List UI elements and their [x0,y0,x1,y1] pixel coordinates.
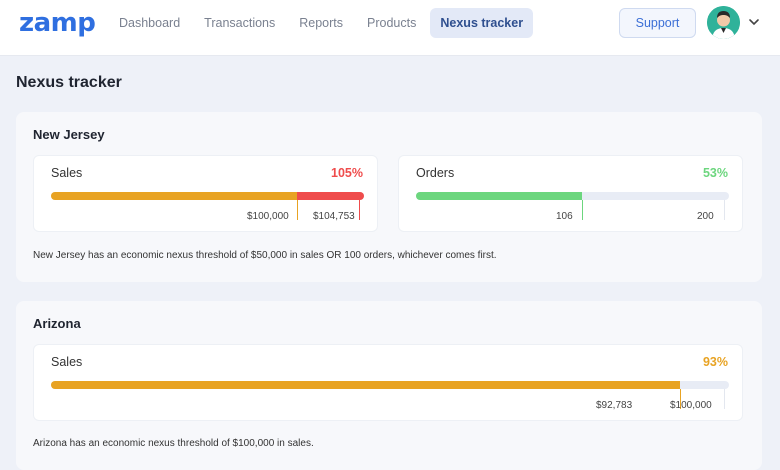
current-marker [359,200,360,220]
state-title: Arizona [33,316,81,331]
progress-fill-under-threshold [51,192,297,200]
metric-label: Sales [51,166,83,180]
nav-nexus-tracker[interactable]: Nexus tracker [430,8,534,38]
current-value: $92,783 [596,400,633,411]
threshold-marker [297,200,298,220]
orders-progress-bar [416,192,729,200]
current-value: $104,753 [313,211,355,222]
current-value: 106 [556,211,573,222]
page-title: Nexus tracker [16,74,122,91]
sales-progress-bar [51,381,729,389]
nav-transactions[interactable]: Transactions [204,16,276,30]
state-title: New Jersey [33,127,105,142]
nexus-note: New Jersey has an economic nexus thresho… [33,250,497,261]
sales-metric: Sales 93% $92,783 $100,000 [33,344,743,421]
sales-progress-bar [51,192,364,200]
sales-percent: 93% [702,355,728,369]
main-nav: Dashboard Transactions Reports Products … [109,8,534,38]
state-card-new-jersey: New Jersey Sales 105% $100,000 $104,753 … [16,112,762,282]
nav-reports[interactable]: Reports [299,16,344,30]
support-button[interactable]: Support [619,8,696,38]
max-value: 200 [697,211,714,222]
current-marker [582,200,583,220]
progress-fill [416,192,582,200]
progress-fill [51,381,680,389]
progress-fill-over-threshold [297,192,364,200]
state-card-arizona: Arizona Sales 93% $92,783 $100,000 Arizo… [16,301,762,470]
sales-percent: 105% [331,166,363,180]
nav-dashboard[interactable]: Dashboard [119,16,181,30]
chevron-down-icon[interactable] [748,15,760,27]
orders-metric: Orders 53% 106 200 [398,155,743,232]
nav-products[interactable]: Products [367,16,417,30]
metric-label: Sales [51,355,83,369]
current-marker [680,389,681,409]
orders-percent: 53% [702,166,728,180]
threshold-value: $100,000 [247,211,289,222]
nexus-note: Arizona has an economic nexus threshold … [33,438,314,449]
user-avatar-icon[interactable] [707,6,740,39]
metric-label: Orders [416,166,455,180]
max-marker [724,389,725,409]
zamp-logo[interactable]: zamp [19,8,96,38]
max-marker [724,200,725,220]
max-value: $100,000 [670,400,712,411]
sales-metric: Sales 105% $100,000 $104,753 [33,155,378,232]
top-navigation-bar: zamp Dashboard Transactions Reports Prod… [0,0,780,56]
